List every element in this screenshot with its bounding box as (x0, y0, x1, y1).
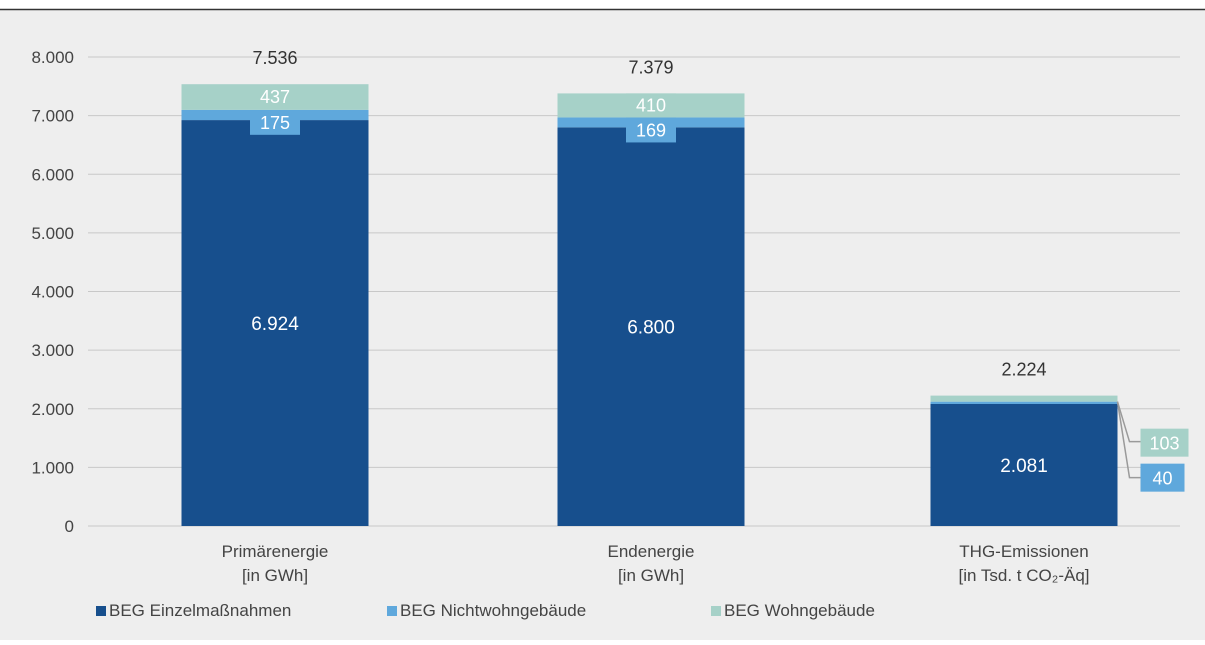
y-tick-label: 2.000 (31, 400, 74, 419)
bar-segment (930, 401, 1118, 405)
legend-swatch (96, 606, 106, 616)
bar-segment (930, 395, 1118, 402)
y-tick-label: 0 (65, 517, 74, 536)
data-label: 410 (636, 95, 666, 115)
legend-swatch (711, 606, 721, 616)
data-label: 6.924 (251, 314, 299, 335)
category-label: Endenergie (608, 542, 695, 561)
total-label: 2.224 (1001, 360, 1046, 380)
total-label: 7.379 (628, 57, 673, 77)
data-label-box (626, 93, 676, 118)
legend-label: BEG Einzelmaßnahmen (109, 601, 291, 620)
leader-line (1116, 401, 1146, 443)
y-tick-label: 4.000 (31, 283, 74, 302)
bar-segment (557, 127, 745, 526)
data-label: 40 (1152, 469, 1172, 489)
total-label: 7.536 (252, 48, 297, 68)
category-label: [in GWh] (618, 566, 684, 585)
legend-label: BEG Nichtwohngebäude (400, 601, 586, 620)
y-tick-label: 6.000 (31, 165, 74, 184)
bar-segment (181, 120, 369, 526)
y-tick-label: 3.000 (31, 341, 74, 360)
data-label: 6.800 (627, 318, 675, 339)
data-label-box (1140, 463, 1185, 492)
bar-segment (930, 404, 1118, 526)
y-tick-label: 8.000 (31, 48, 74, 67)
data-label-box (250, 110, 300, 135)
y-tick-label: 1.000 (31, 458, 74, 477)
data-label: 103 (1149, 434, 1179, 454)
data-label: 437 (260, 87, 290, 107)
category-label: THG-Emissionen (959, 542, 1088, 561)
category-label: [in GWh] (242, 566, 308, 585)
y-tick-label: 5.000 (31, 224, 74, 243)
data-label: 2.081 (1000, 456, 1048, 477)
category-label: Primärenergie (222, 542, 329, 561)
legend-swatch (387, 606, 397, 616)
legend-label: BEG Wohngebäude (724, 601, 875, 620)
leader-line (1116, 401, 1146, 479)
data-label-box (626, 118, 676, 143)
data-label: 169 (636, 120, 666, 140)
category-label: [in Tsd. t CO₂-Äq] (959, 566, 1090, 585)
data-label-box (250, 85, 300, 110)
data-label-box (1140, 428, 1189, 457)
data-label: 175 (260, 113, 290, 133)
y-tick-label: 7.000 (31, 107, 74, 126)
